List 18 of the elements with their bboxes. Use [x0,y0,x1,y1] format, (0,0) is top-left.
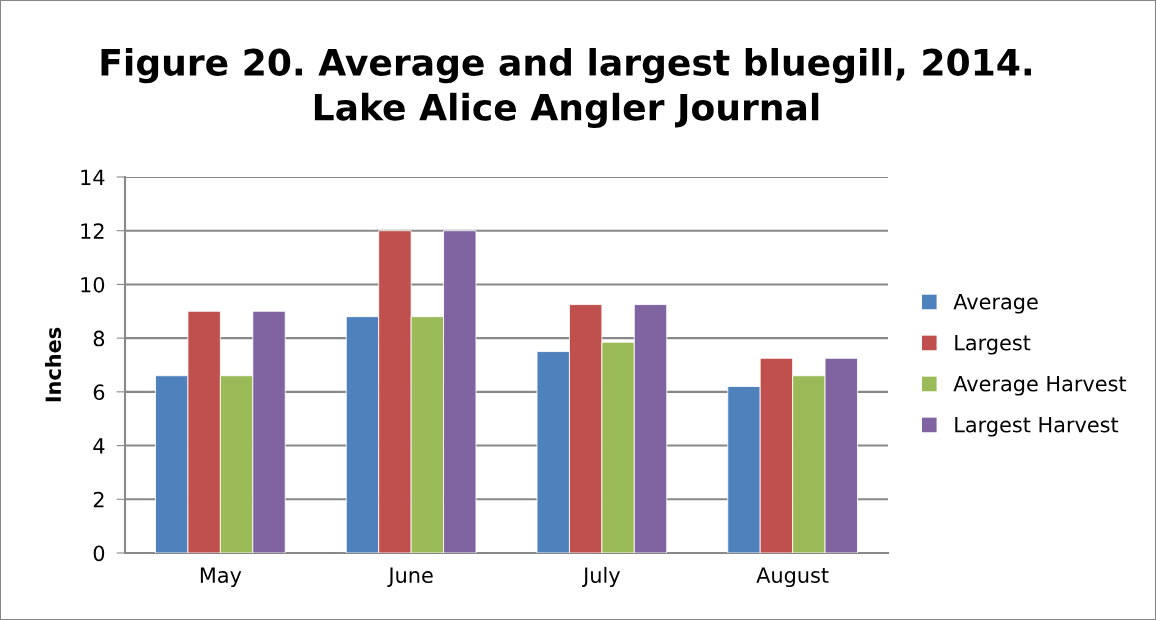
y-tick-label: 14 [81,169,105,185]
y-tick-label: 2 [93,491,104,508]
y-tick-label: 10 [81,276,105,293]
y-tick-label: 6 [93,384,105,401]
x-tick-label: July [582,566,620,588]
chart-title: Figure 20. Average and largest bluegill, 2014. Lake Alice Angler Journal [101,47,1031,129]
legend-label: Average Harvest [953,376,1127,396]
legend-label: Largest Harvest [955,417,1119,437]
y-tick-label: 0 [93,545,105,562]
y-tick-label: 12 [81,223,104,239]
y-tick-label: 4 [93,438,105,454]
legend-label: Largest [955,335,1031,355]
x-tick-label: May [200,567,242,588]
x-tick-label: August [756,567,829,588]
legend-label: Average [953,294,1038,314]
x-tick-label: June [387,567,433,587]
y-tick-label: 8 [93,330,105,347]
y-axis-title: Inches [44,327,62,402]
